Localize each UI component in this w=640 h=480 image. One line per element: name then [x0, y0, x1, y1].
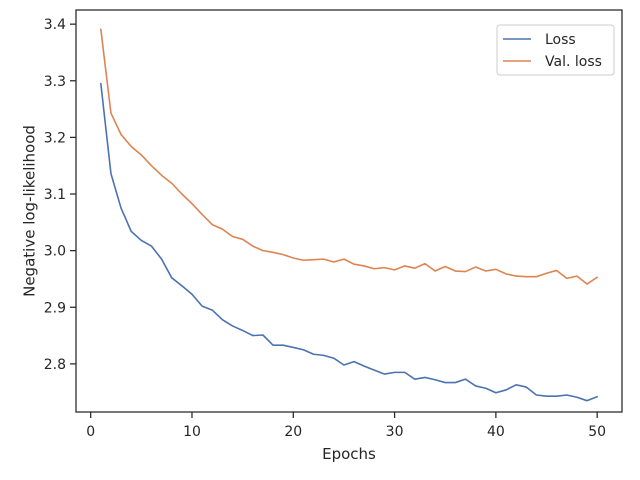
y-tick-label: 2.9	[44, 300, 66, 316]
series-line-val-loss	[100, 28, 598, 285]
y-tick-label: 3.2	[44, 130, 66, 146]
y-axis-ticks: 2.8 2.9 3.0 3.1 3.2 3.3 3.4	[44, 17, 76, 373]
legend-label-loss: Loss	[545, 32, 576, 48]
x-tick-label: 10	[183, 424, 201, 440]
axes	[75, 9, 623, 413]
y-tick-label: 3.3	[44, 74, 66, 90]
y-axis-label: Negative log-likelihood	[20, 125, 38, 297]
legend: Loss Val. loss	[496, 24, 615, 76]
y-tick-label: 2.8	[44, 357, 66, 373]
y-tick-label: 3.0	[44, 244, 66, 260]
x-tick-label: 20	[284, 424, 302, 440]
y-tick-label: 3.1	[44, 187, 66, 203]
x-tick-label: 30	[386, 424, 404, 440]
x-axis-label: Epochs	[322, 445, 376, 463]
series-line-loss	[100, 82, 598, 402]
x-tick-label: 0	[86, 424, 95, 440]
x-tick-label: 40	[487, 424, 505, 440]
x-tick-label: 50	[588, 424, 606, 440]
y-tick-label: 3.4	[44, 17, 66, 33]
axes-frame	[75, 9, 623, 413]
x-axis-ticks: 0 10 20 30 40 50	[86, 412, 606, 440]
legend-frame	[496, 24, 615, 76]
series-layer	[100, 28, 598, 402]
legend-label-val-loss: Val. loss	[545, 54, 602, 70]
